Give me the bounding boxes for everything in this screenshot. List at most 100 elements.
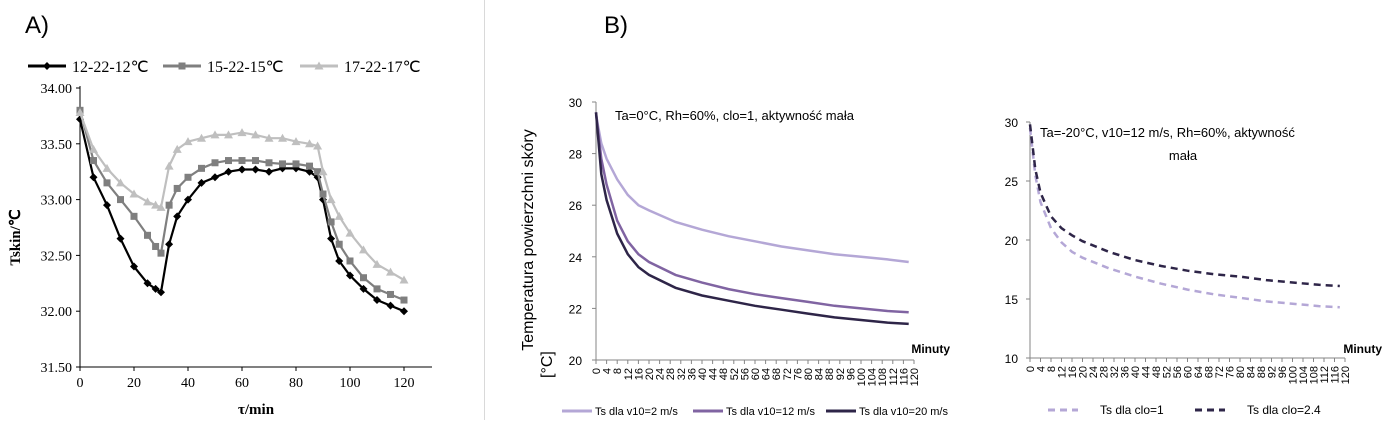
chart-a-data-point [197, 133, 206, 142]
chart-b2-x-tick-label: 4 [1036, 366, 1048, 372]
chart-a-series-line [78, 118, 405, 313]
chart-a-data-point [144, 231, 151, 239]
chart-b2-x-tick-label: 108 [1309, 366, 1321, 384]
chart-a-data-point [291, 137, 301, 146]
chart-a-data-point [143, 197, 152, 206]
chart-b2-x-tick-label: 40 [1130, 366, 1142, 378]
chart-b2-legend-label: Ts dla clo=1 [1100, 403, 1164, 417]
chart-b2-x-tick-label: 120 [1340, 366, 1352, 384]
chart-a-data-point [265, 167, 273, 176]
chart-a-data-point [224, 167, 233, 176]
chart-a-data-point [89, 144, 98, 153]
chart-b2-x-tick-label: 104 [1298, 366, 1310, 384]
chart-a-data-point [210, 130, 220, 139]
chart-b2-x-label: Minuty [1343, 342, 1382, 356]
chart-a-data-point [157, 288, 165, 297]
chart-a-data-point [335, 240, 343, 248]
chart-b1-x-tick-label: 40 [697, 368, 709, 380]
chart-a-legend-label: 17-22-17℃ [344, 59, 421, 76]
chart-b1-x-tick-label: 12 [623, 368, 635, 380]
chart-a-data-point [335, 256, 344, 265]
chart-a-data-point [224, 130, 233, 139]
chart-b1-x-tick-label: 0 [591, 368, 603, 374]
chart-a-data-point [373, 296, 381, 305]
chart-b2-x-tick-label: 112 [1319, 366, 1331, 384]
chart-a-data-point [359, 245, 368, 254]
chart-b1-x-tick-label: 44 [708, 368, 720, 380]
chart-b1-y-tick-label: 30 [569, 96, 583, 110]
chart-b1-x-tick-label: 36 [686, 368, 698, 380]
panel-b-label: B) [604, 12, 628, 39]
chart-b1-y-tick-label: 26 [569, 199, 583, 213]
chart-a-data-point [129, 189, 139, 198]
chart-a-data-point [305, 167, 314, 176]
chart-b2-x-tick-label: 52 [1162, 366, 1174, 378]
chart-b2-x-tick-label: 48 [1151, 366, 1163, 378]
chart-b2-x-tick-label: 68 [1204, 366, 1216, 378]
chart-a-data-point [292, 160, 300, 168]
chart-a-x-label: τ/min [238, 402, 275, 418]
chart-b2-x-tick-label: 76 [1225, 366, 1237, 378]
chart-a-data-point [184, 195, 192, 204]
chart-b2-y-tick-label: 10 [1005, 352, 1019, 366]
chart-a-data-point [211, 173, 219, 182]
chart-b2-x-tick-label: 64 [1193, 366, 1205, 378]
chart-a-data-point [184, 173, 192, 181]
chart-b1-y-tick-label: 22 [569, 302, 583, 316]
chart-a-data-point [237, 128, 247, 137]
chart-a-data-point [156, 202, 166, 211]
chart-b1-x-tick-label: 48 [718, 368, 730, 380]
chart-b2-x-tick-label: 60 [1183, 366, 1195, 378]
panel-a-label: A) [25, 12, 49, 39]
chart-a-y-tick-label: 32.50 [41, 249, 73, 264]
chart-b2-x-tick-label: 44 [1141, 366, 1153, 378]
chart-a-data-point [116, 234, 125, 243]
chart-a-data-point [251, 130, 260, 139]
chart-a-data-point [264, 133, 274, 142]
chart-a-data-point [197, 178, 206, 187]
chart-b2-x-tick-label: 72 [1214, 366, 1226, 378]
chart-a-data-point [75, 108, 85, 117]
chart-a-data-point [102, 163, 112, 172]
chart-b2-x-tick-label: 80 [1235, 366, 1247, 378]
chart-a-data-point [103, 179, 111, 187]
chart-b1-x-label: Minuty [911, 342, 950, 356]
chart-a-data-point [326, 195, 336, 204]
chart-a-data-point [251, 165, 260, 174]
chart-b1-annotation: Ta=0°C, Rh=60%, clo=1, aktywność mała [615, 108, 855, 123]
panel-divider [484, 0, 485, 420]
chart-b1-x-tick-label: 8 [612, 368, 624, 374]
chart-b1-series-line [594, 112, 909, 326]
chart-b2-annotation-line1: Ta=-20°C, v10=12 m/s, Rh=60%, aktywność [1040, 125, 1295, 140]
chart-a-data-point [90, 157, 97, 165]
chart-b1-x-tick-label: 88 [824, 368, 836, 380]
chart-a-data-point [165, 240, 174, 249]
chart-a-legend-marker [314, 61, 324, 70]
chart-a-data-point [327, 234, 336, 243]
chart-b1-x-tick-label: 112 [888, 368, 900, 386]
chart-a-data-point [172, 144, 182, 153]
chart-a-data-point [173, 184, 181, 192]
chart-b1-x-tick-label: 52 [729, 368, 741, 380]
chart-b1-x-tick-label: 108 [877, 368, 889, 386]
chart-a-data-point [400, 307, 408, 316]
chart-b1-x-tick-label: 104 [867, 368, 879, 386]
chart-b2-x-tick-label: 88 [1256, 366, 1268, 378]
chart-b1-x-tick-label: 84 [814, 368, 826, 380]
chart-a-data-point [319, 190, 327, 198]
chart-b1-x-tick-label: 100 [856, 368, 868, 386]
chart-b1-y-tick-label: 28 [569, 148, 583, 162]
chart-b1-legend-label: Ts dla v10=12 m/s [726, 406, 815, 418]
chart-b1-x-tick-label: 32 [676, 368, 688, 380]
chart-a-data-point [157, 249, 165, 257]
chart-a-data-point [103, 201, 111, 210]
chart-b2-x-tick-label: 84 [1246, 366, 1258, 378]
chart-b2-x-tick-label: 56 [1172, 366, 1184, 378]
chart-b2-y-tick-label: 25 [1005, 175, 1019, 189]
chart-b1-y-label-line1: Temperatura powierzchni skóry [520, 129, 537, 350]
chart-b2-x-tick-label: 28 [1099, 366, 1111, 378]
chart-a-data-point [314, 168, 322, 176]
chart-b2-y-tick-label: 15 [1005, 293, 1019, 307]
chart-b1-legend-label: Ts dla v10=20 m/s [859, 406, 948, 418]
